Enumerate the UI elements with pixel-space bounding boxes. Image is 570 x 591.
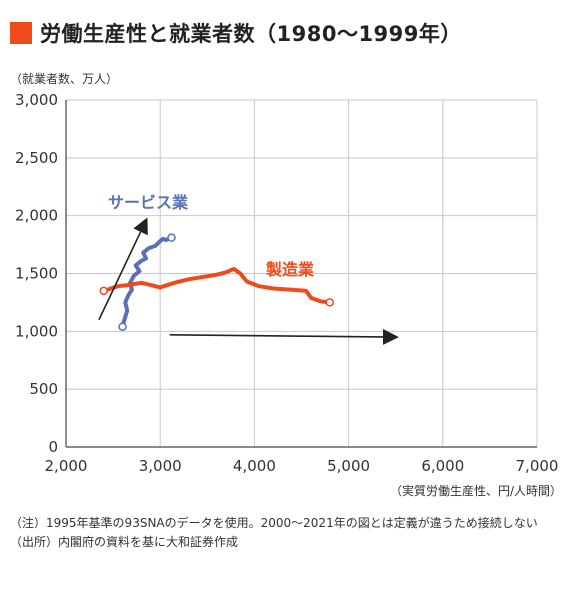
series-line-0 bbox=[120, 235, 174, 329]
title-square-icon bbox=[10, 22, 32, 44]
trend-arrow bbox=[169, 328, 399, 345]
note-text: 1995年基準の93SNAのデータを使用。2000～2021年の図とは定義が違う… bbox=[46, 516, 538, 530]
x-tick-label: 7,000 bbox=[516, 457, 559, 475]
y-tick-label: 0 bbox=[48, 438, 58, 456]
notes: （注） 1995年基準の93SNAのデータを使用。2000～2021年の図とは定… bbox=[10, 514, 565, 552]
y-tick-label: 1,500 bbox=[15, 265, 58, 283]
source-line: （出所） 内閣府の資料を基に大和証券作成 bbox=[10, 533, 565, 552]
series-end-marker bbox=[325, 298, 335, 307]
y-axis-label: （就業者数、万人） bbox=[10, 72, 119, 86]
x-tick-label: 3,000 bbox=[139, 457, 182, 475]
series-label-service: サービス業 bbox=[108, 193, 189, 212]
series-start-marker bbox=[99, 286, 108, 296]
source-text: 内閣府の資料を基に大和証券作成 bbox=[58, 535, 239, 549]
x-tick-label: 6,000 bbox=[421, 457, 464, 475]
trend-arrow bbox=[98, 217, 148, 321]
chart-canvas: 0 500 1,000 1,500 2,000 2,500 3,000 2,000 3,000 4… bbox=[15, 91, 559, 475]
chart-title: 労働生産性と就業者数（1980～1999年） bbox=[10, 18, 462, 48]
source-prefix: （出所） bbox=[10, 535, 59, 549]
series-label-manufacturing: 製造業 bbox=[265, 260, 315, 279]
x-tick-label: 4,000 bbox=[233, 457, 276, 475]
x-tick-label: 2,000 bbox=[45, 457, 88, 475]
y-tick-label: 1,000 bbox=[15, 322, 58, 340]
note-prefix: （注） bbox=[10, 516, 47, 530]
x-axis-label: （実質労働生産性、円/人時間） bbox=[389, 484, 562, 498]
series-line-1 bbox=[101, 266, 332, 305]
title-text: 労働生産性と就業者数（1980～1999年） bbox=[40, 22, 462, 46]
y-tick-label: 2,500 bbox=[15, 149, 58, 167]
series-end-marker bbox=[167, 233, 176, 242]
note-line: （注） 1995年基準の93SNAのデータを使用。2000～2021年の図とは定… bbox=[10, 514, 565, 533]
series-start-marker bbox=[118, 322, 127, 331]
y-tick-label: 2,000 bbox=[15, 207, 58, 225]
x-tick-label: 5,000 bbox=[327, 457, 370, 475]
y-tick-label: 3,000 bbox=[15, 91, 58, 109]
y-tick-label: 500 bbox=[29, 380, 58, 398]
